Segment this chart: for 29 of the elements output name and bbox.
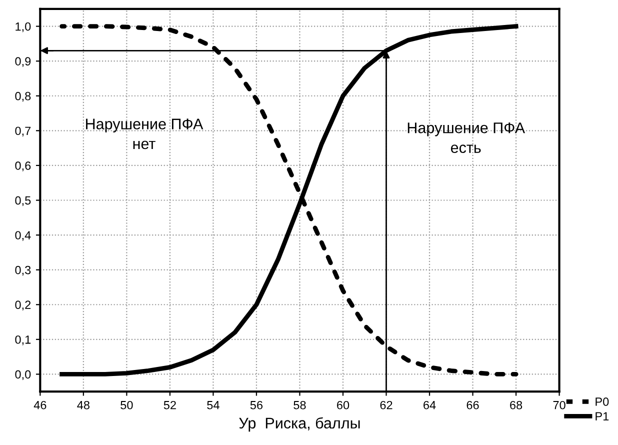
x-tick-label: 60: [337, 400, 350, 410]
x-tick-label: 52: [164, 400, 176, 410]
x-tick-label: 68: [510, 400, 522, 410]
x-tick-label: 48: [77, 400, 90, 410]
x-tick-label: 62: [380, 400, 392, 410]
x-tick-label: 54: [207, 401, 220, 410]
annotation: Нарушение ПФА есть: [408, 122, 526, 154]
y-tick-label: 0,9: [15, 57, 31, 67]
x-axis-title: Ур Риска, баллы: [239, 417, 360, 432]
y-tick-label: 0,8: [15, 92, 31, 102]
x-tick-label: 64: [424, 400, 436, 410]
y-tick-label: 0,1: [15, 335, 31, 346]
x-tick-label: 70: [553, 400, 566, 410]
x-tick-label: 50: [120, 400, 133, 410]
y-tick-label: 0,2: [15, 300, 31, 310]
x-tick-label: 56: [250, 400, 263, 410]
legend-label: P0: [596, 398, 609, 406]
y-tick-label: 0,0: [15, 370, 31, 380]
y-tick-label: 0,5: [15, 196, 31, 206]
x-tick-label: 66: [466, 400, 479, 410]
annotation: Нарушение ПФА нет: [86, 118, 204, 150]
x-tick-label: 58: [294, 400, 306, 410]
x-tick-label: 46: [34, 400, 46, 410]
y-tick-label: 0,3: [15, 266, 31, 276]
y-tick-label: 0,7: [15, 126, 31, 136]
y-tick-label: 1,0: [16, 22, 31, 32]
y-tick-label: 0,4: [15, 231, 31, 241]
legend-label: P1: [596, 412, 609, 420]
y-tick-label: 0,6: [15, 161, 31, 172]
